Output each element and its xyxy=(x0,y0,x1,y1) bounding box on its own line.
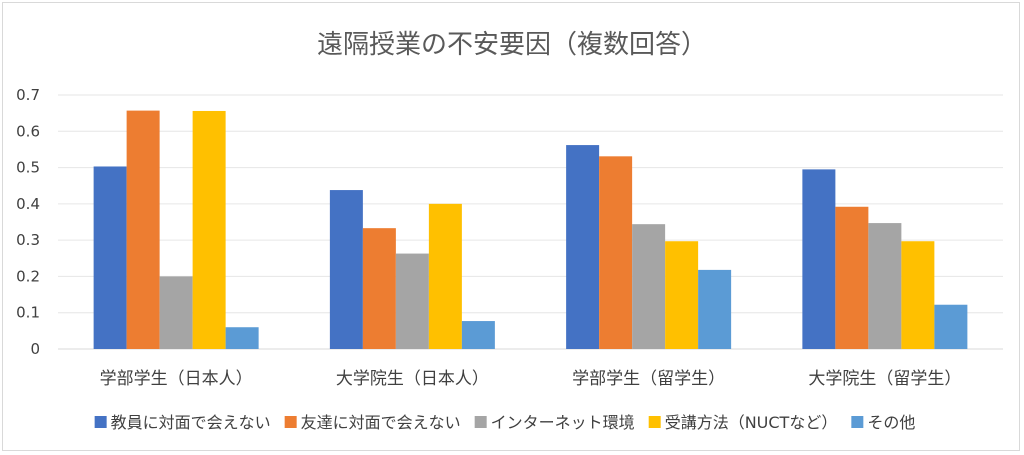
legend: 教員に対面で会えない 友達に対面で会えない インターネット環境 受講方法（NUCTなど… xyxy=(94,413,915,432)
y-tick-label: 0.6 xyxy=(16,122,40,140)
bar xyxy=(329,190,363,349)
bar xyxy=(428,203,462,349)
legend-label: 受講方法（NUCTなど） xyxy=(665,413,838,432)
bar xyxy=(599,156,633,349)
bar xyxy=(362,228,396,349)
bar-chart: 遠隔授業の不安要因（複数回答） 0 0.1 0.2 0.3 0.4 0.5 0.6 0.7 学… xyxy=(16,30,1003,432)
y-axis-ticks: 0 0.1 0.2 0.3 0.4 0.5 0.6 0.7 xyxy=(16,86,40,358)
bar xyxy=(632,224,666,349)
bar xyxy=(698,269,732,349)
bar xyxy=(802,169,836,349)
legend-swatch xyxy=(851,416,864,428)
bar xyxy=(934,304,968,349)
legend-swatch xyxy=(648,416,661,428)
bar xyxy=(461,321,495,349)
bar xyxy=(93,166,127,349)
chart-title: 遠隔授業の不安要因（複数回答） xyxy=(317,30,707,60)
y-tick-label: 0.1 xyxy=(16,304,40,322)
y-tick-label: 0 xyxy=(30,340,40,358)
bar xyxy=(159,276,193,349)
x-axis-categories: 学部学生（日本人） 大学院生（日本人） 学部学生（留学生） 大学院生（留学生） xyxy=(100,369,962,389)
legend-swatch xyxy=(284,416,297,428)
bar xyxy=(395,253,429,349)
y-tick-label: 0.5 xyxy=(16,159,40,177)
bar xyxy=(868,223,902,349)
x-category-label: 学部学生（日本人） xyxy=(100,369,253,389)
legend-label: 教員に対面で会えない xyxy=(111,413,271,432)
bar xyxy=(835,206,869,349)
legend-label: 友達に対面で会えない xyxy=(301,413,461,432)
bar xyxy=(901,241,935,349)
legend-swatch xyxy=(94,416,107,428)
bar xyxy=(665,241,699,349)
bar xyxy=(192,110,226,349)
y-tick-label: 0.7 xyxy=(16,86,40,104)
legend-label: その他 xyxy=(867,413,915,432)
x-category-label: 大学院生（留学生） xyxy=(808,369,961,389)
legend-label: インターネット環境 xyxy=(491,413,635,432)
x-category-label: 大学院生（日本人） xyxy=(336,369,489,389)
y-tick-label: 0.4 xyxy=(16,195,40,213)
x-category-label: 学部学生（留学生） xyxy=(572,369,725,389)
y-tick-label: 0.3 xyxy=(16,231,40,249)
bar xyxy=(566,145,600,349)
legend-swatch xyxy=(474,416,487,428)
bars xyxy=(93,110,968,349)
bar xyxy=(225,327,259,349)
y-tick-label: 0.2 xyxy=(16,267,40,285)
bar xyxy=(126,110,160,349)
